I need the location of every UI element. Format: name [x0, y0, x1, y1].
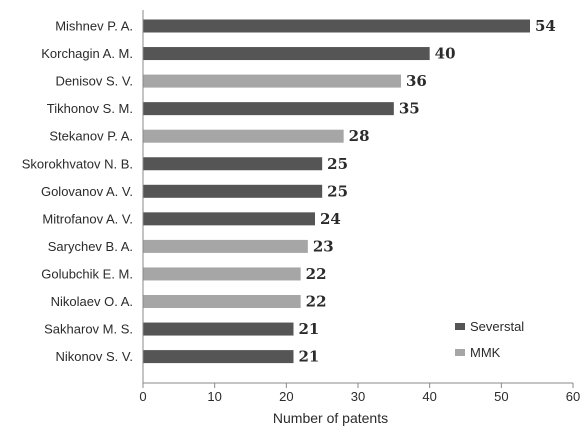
- value-label: 28: [349, 127, 370, 145]
- category-label: Golubchik E. M.: [41, 266, 133, 281]
- value-label: 36: [406, 72, 427, 90]
- value-label: 24: [320, 210, 341, 228]
- category-label: Nikonov S. V.: [55, 349, 133, 364]
- category-label: Korchagin A. M.: [41, 46, 133, 61]
- category-label: Nikolaev O. A.: [51, 294, 133, 309]
- bar-13: [143, 350, 294, 364]
- bar-12: [143, 322, 294, 336]
- bar-5: [143, 129, 344, 143]
- x-axis-title: Number of patents: [273, 410, 388, 426]
- legend-swatch-severstal: [455, 323, 465, 330]
- x-tick-label: 10: [207, 389, 221, 404]
- x-tick-label: 0: [139, 389, 146, 404]
- bar-7: [143, 184, 323, 198]
- value-label: 22: [306, 293, 327, 311]
- x-tick-label: 50: [494, 389, 508, 404]
- category-label: Denisov S. V.: [55, 74, 133, 89]
- value-label: 54: [535, 17, 556, 35]
- bar-10: [143, 267, 301, 281]
- x-tick-label: 20: [279, 389, 293, 404]
- x-tick-label: 40: [422, 389, 436, 404]
- category-label: Tikhonov S. M.: [47, 101, 133, 116]
- x-tick-label: 30: [351, 389, 365, 404]
- value-label: 25: [327, 182, 348, 200]
- x-axis: 0 10 20 30 40 50 60: [139, 10, 580, 404]
- category-label: Stekanov P. A.: [49, 129, 133, 144]
- bar-9: [143, 239, 308, 253]
- category-label: Sarychev B. A.: [48, 239, 133, 254]
- bar-4: [143, 102, 394, 116]
- value-label: 40: [435, 45, 456, 63]
- category-labels: Mishnev P. A. Korchagin A. M. Denisov S. V…: [22, 19, 133, 365]
- x-tick-label: 60: [566, 389, 580, 404]
- value-label: 21: [299, 320, 320, 338]
- legend-swatch-mmk: [455, 349, 465, 356]
- bar-11: [143, 295, 301, 308]
- value-label: 25: [327, 155, 348, 173]
- value-label: 23: [313, 237, 334, 255]
- category-label: Mitrofanov A. V.: [42, 211, 133, 226]
- category-label: Skorokhvatov N. B.: [22, 156, 133, 171]
- value-label: 22: [306, 265, 327, 283]
- legend-label: Severstal: [470, 319, 524, 334]
- bar-2: [143, 47, 430, 61]
- category-label: Sakharov M. S.: [44, 322, 133, 337]
- category-label: Golovanov A. V.: [41, 184, 133, 199]
- value-label: 21: [299, 348, 320, 366]
- legend-label: MMK: [470, 345, 501, 360]
- bars-group: [143, 19, 530, 364]
- bar-1: [143, 19, 530, 33]
- value-label: 35: [399, 100, 420, 118]
- bar-8: [143, 212, 315, 226]
- category-label: Mishnev P. A.: [55, 19, 133, 34]
- legend: Severstal MMK: [455, 319, 524, 360]
- bar-3: [143, 74, 401, 88]
- bar-6: [143, 157, 323, 171]
